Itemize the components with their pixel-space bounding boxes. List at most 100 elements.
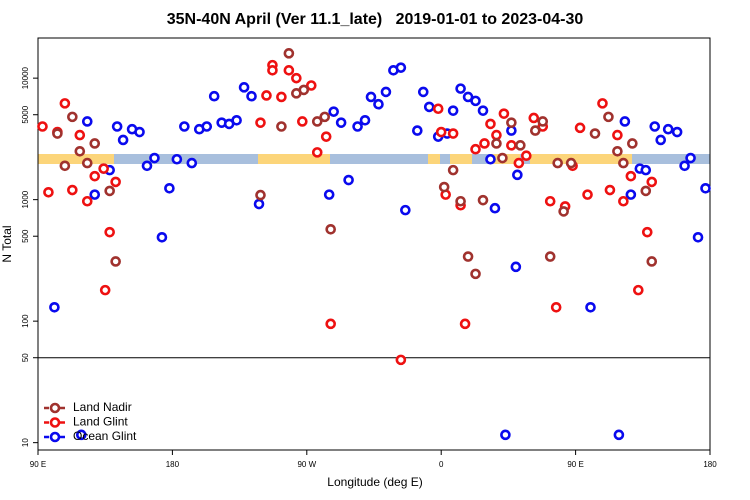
point <box>470 268 481 280</box>
point <box>646 256 658 267</box>
point <box>447 164 459 176</box>
point <box>400 204 411 216</box>
point <box>435 126 447 138</box>
point <box>186 157 198 169</box>
point <box>246 90 257 102</box>
point <box>604 184 616 196</box>
point <box>335 117 347 128</box>
point <box>110 256 121 267</box>
point <box>325 224 336 235</box>
point <box>283 65 295 76</box>
point <box>432 103 444 115</box>
point <box>395 354 407 366</box>
point <box>603 111 614 123</box>
point <box>89 170 101 182</box>
point <box>485 118 496 130</box>
legend-label: Land Nadir <box>73 400 132 414</box>
legend-marker <box>49 431 61 443</box>
point <box>640 164 652 176</box>
point <box>470 95 481 107</box>
point <box>325 318 336 330</box>
point <box>89 138 101 149</box>
point <box>81 157 93 169</box>
series-points <box>49 62 711 441</box>
point <box>671 126 683 138</box>
point <box>550 302 562 313</box>
x-tick-label: 90 W <box>297 460 316 469</box>
y-tick-label: 500 <box>21 229 30 243</box>
point <box>104 185 115 197</box>
land-mask-band <box>38 154 710 164</box>
point <box>447 105 459 116</box>
point <box>81 116 93 127</box>
point <box>98 163 110 174</box>
point <box>156 231 168 243</box>
point <box>412 125 423 136</box>
y-tick-label: 50 <box>21 353 30 362</box>
point <box>261 90 272 101</box>
point <box>544 195 556 207</box>
point <box>208 90 220 102</box>
point <box>352 121 363 132</box>
x-tick-label: 90 E <box>30 460 46 469</box>
point <box>111 121 123 132</box>
point <box>655 134 667 146</box>
point <box>618 195 629 207</box>
point <box>477 194 489 206</box>
point <box>627 138 638 149</box>
point <box>625 189 637 200</box>
point <box>238 82 250 93</box>
point <box>297 116 308 127</box>
point <box>633 284 644 296</box>
point <box>462 251 474 262</box>
x-tick-label: 180 <box>703 460 717 469</box>
point <box>320 131 332 142</box>
point <box>700 182 711 194</box>
point <box>323 189 335 200</box>
point <box>231 114 242 126</box>
point <box>134 126 145 138</box>
point <box>255 189 266 201</box>
point <box>104 226 115 238</box>
point <box>365 91 377 103</box>
point <box>423 101 435 113</box>
point <box>565 157 577 169</box>
point <box>49 302 60 313</box>
point <box>255 117 266 128</box>
point <box>149 152 160 164</box>
point <box>500 429 511 441</box>
point <box>515 140 526 151</box>
point <box>510 261 522 273</box>
point <box>585 302 596 313</box>
point <box>582 189 593 200</box>
point <box>89 189 101 200</box>
point <box>552 157 563 169</box>
point <box>373 98 384 110</box>
y-tick-label: 10000 <box>21 66 30 89</box>
point <box>417 86 429 98</box>
point <box>395 62 407 73</box>
point <box>110 176 121 188</box>
y-tick-label: 10 <box>21 438 30 447</box>
x-tick-label: 0 <box>439 460 444 469</box>
point <box>311 116 323 127</box>
point <box>459 318 471 330</box>
point <box>612 145 623 157</box>
point <box>589 128 601 139</box>
point <box>447 128 459 139</box>
point <box>625 170 637 182</box>
point <box>597 98 608 109</box>
point <box>618 157 629 169</box>
point <box>521 150 532 161</box>
point <box>455 83 466 94</box>
point <box>574 122 586 134</box>
legend-label: Ocean Glint <box>73 429 137 443</box>
point <box>649 121 661 132</box>
point <box>343 174 354 186</box>
point <box>305 80 317 91</box>
point <box>81 195 93 207</box>
point <box>613 429 625 441</box>
point <box>662 123 674 135</box>
point <box>646 176 658 188</box>
point <box>276 91 287 103</box>
